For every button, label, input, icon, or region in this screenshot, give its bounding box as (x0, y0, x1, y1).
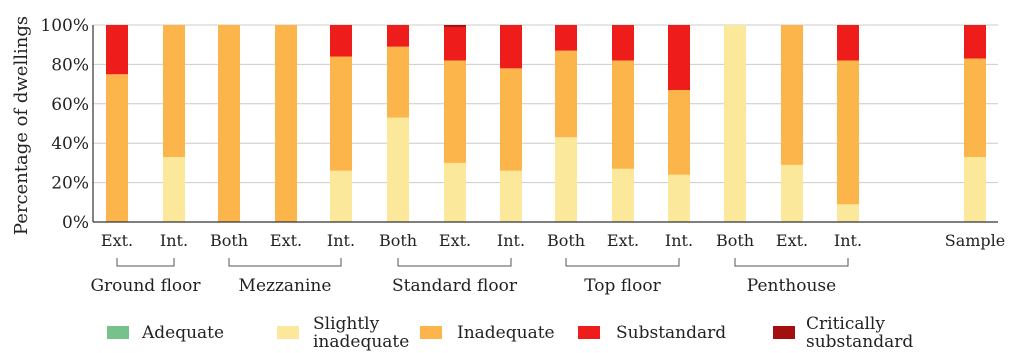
legend-label: Slightly inadequate (313, 314, 409, 352)
legend-swatch (277, 326, 299, 339)
y-tick-labels: 0% 20% 40% 60% 80% 100% (40, 16, 89, 233)
bar-segment-substandard (668, 25, 690, 91)
bar-segment-inadequate (444, 60, 466, 163)
group-bracket (734, 258, 849, 267)
bar-segment-inadequate (218, 25, 240, 222)
x-tick-label: Both (547, 231, 585, 250)
group-bracket (116, 258, 175, 267)
group-label: Ground floor (90, 276, 201, 296)
bar-segment-slightly-inadequate (781, 164, 803, 222)
legend-label: Critically substandard (806, 314, 913, 352)
group-label: Mezzanine (239, 276, 332, 296)
legend-swatch (420, 326, 442, 339)
group-bracket (565, 258, 680, 267)
bar-segment-slightly-inadequate (964, 156, 986, 222)
x-tick-label: Int. (665, 231, 693, 250)
bar-segment-inadequate (964, 58, 986, 157)
bar-segment-slightly-inadequate (444, 162, 466, 222)
bar-segment-substandard (500, 25, 522, 69)
bar-segment-substandard (964, 25, 986, 59)
x-tick-label: Ext. (270, 231, 302, 250)
bars (106, 25, 986, 222)
bar-segment-substandard (612, 25, 634, 61)
bar-segment-substandard (444, 26, 466, 61)
bar-segment-inadequate (163, 25, 185, 157)
bar-segment-slightly-inadequate (330, 170, 352, 222)
group-bracket (397, 258, 512, 267)
y-tick-label: 40% (51, 134, 89, 154)
x-tick-label: Ext. (776, 231, 808, 250)
bar-segment-inadequate (668, 90, 690, 175)
legend-label: Adequate (141, 323, 224, 343)
y-tick-label: 80% (51, 55, 89, 75)
bar-segment-inadequate (330, 56, 352, 171)
x-tick-label: Both (379, 231, 417, 250)
x-tick-label: Int. (497, 231, 525, 250)
y-axis-title: Percentage of dwellings (11, 16, 32, 235)
x-tick-label: Ext. (101, 231, 133, 250)
legend-swatch (107, 326, 129, 339)
bar-segment-slightly-inadequate (668, 174, 690, 222)
bar-segment-substandard (837, 25, 859, 61)
bar-segment-inadequate (781, 25, 803, 165)
group-bracket (228, 258, 342, 267)
group-label: Penthouse (747, 276, 836, 296)
legend-swatch (773, 326, 795, 339)
x-tick-label: Ext. (607, 231, 639, 250)
bar-segment-inadequate (275, 25, 297, 222)
bar-segment-slightly-inadequate (555, 137, 577, 222)
legend-label: Inadequate (457, 323, 555, 343)
x-tick-label: Int. (160, 231, 188, 250)
bar-segment-substandard (555, 25, 577, 51)
legend-swatch (578, 326, 600, 339)
bar-segment-critically-substandard (444, 25, 466, 27)
bar-segment-substandard (106, 25, 128, 75)
bar-segment-slightly-inadequate (387, 117, 409, 222)
bar-segment-inadequate (387, 46, 409, 118)
bar-segment-inadequate (500, 68, 522, 171)
legend-label: Substandard (616, 323, 726, 343)
y-tick-label: 0% (62, 213, 89, 233)
y-tick-label: 100% (40, 16, 89, 36)
y-tick-label: 60% (51, 95, 89, 115)
group-label: Standard floor (392, 276, 518, 296)
bar-segment-slightly-inadequate (612, 168, 634, 222)
legend: Adequate Slightly inadequate Inadequate Subs… (107, 314, 913, 352)
bar-segment-substandard (330, 25, 352, 57)
x-tick-labels: Ext. Int. Both Ext. Int. Both Ext. Int. Both Ext.… (101, 231, 1005, 250)
bar-segment-inadequate (612, 60, 634, 169)
x-tick-label: Sample (945, 231, 1006, 250)
x-tick-label: Both (716, 231, 754, 250)
x-tick-label: Int. (834, 231, 862, 250)
bar-segment-slightly-inadequate (837, 204, 859, 222)
y-tick-label: 20% (51, 174, 89, 194)
bar-segment-inadequate (106, 74, 128, 222)
group-label: Top floor (584, 276, 661, 296)
bar-segment-inadequate (555, 50, 577, 138)
bar-segment-substandard (387, 25, 409, 47)
bar-segment-slightly-inadequate (500, 170, 522, 222)
bar-segment-slightly-inadequate (163, 156, 185, 222)
group-labels: Ground floor Mezzanine Standard floor Top f… (90, 258, 849, 296)
x-tick-label: Both (210, 231, 248, 250)
x-tick-label: Int. (327, 231, 355, 250)
x-tick-label: Ext. (439, 231, 471, 250)
bar-segment-inadequate (837, 60, 859, 205)
bar-segment-slightly-inadequate (724, 25, 746, 222)
